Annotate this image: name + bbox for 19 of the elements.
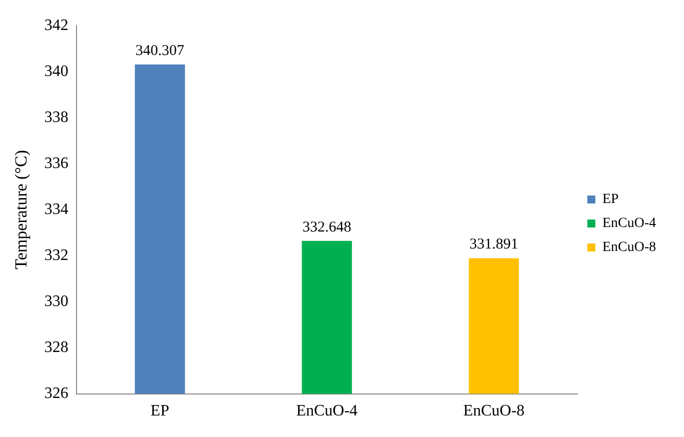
legend-label: EnCuO-8 bbox=[602, 240, 656, 256]
y-tick-label: 328 bbox=[44, 338, 68, 356]
y-axis-title: Temperature (°C) bbox=[12, 150, 31, 270]
x-tick-label: EP bbox=[150, 402, 170, 420]
y-tick-label: 338 bbox=[44, 108, 68, 126]
y-tick-label: 326 bbox=[44, 385, 68, 402]
legend-label: EnCuO-4 bbox=[602, 216, 656, 232]
y-tick-label: 336 bbox=[44, 154, 68, 172]
data-label: 331.891 bbox=[469, 236, 518, 253]
data-label: 340.307 bbox=[136, 43, 185, 59]
x-tick-label: EnCuO-4 bbox=[296, 402, 358, 420]
y-tick-label: 334 bbox=[44, 200, 68, 218]
y-tick-label: 340 bbox=[44, 62, 68, 80]
data-label: 332.648 bbox=[302, 219, 352, 236]
x-tick-label: EnCuO-8 bbox=[463, 402, 525, 420]
legend-label: EP bbox=[602, 192, 619, 208]
y-tick-label: 342 bbox=[44, 16, 68, 34]
y-tick-label: 330 bbox=[44, 292, 68, 310]
y-tick-label: 332 bbox=[44, 246, 68, 264]
